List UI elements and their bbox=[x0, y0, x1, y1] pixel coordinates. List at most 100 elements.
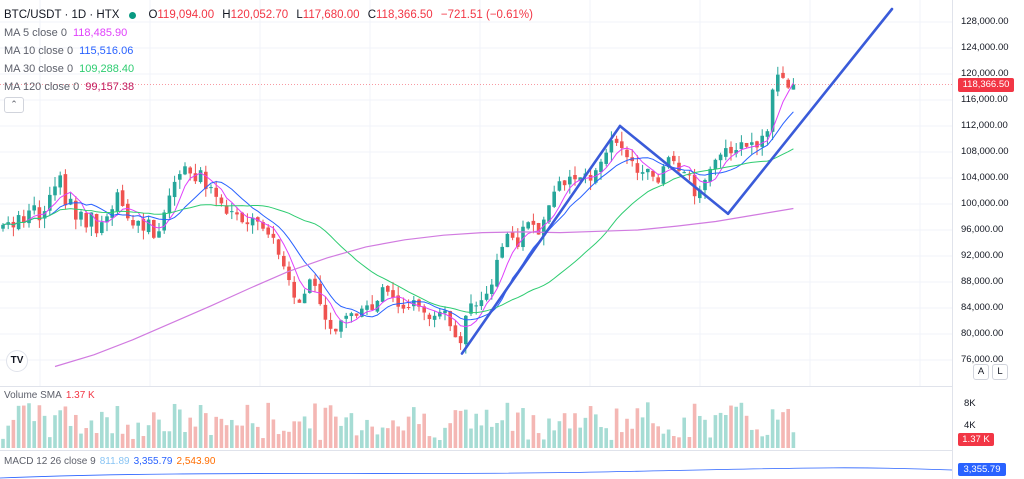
ma120-line bbox=[54, 207, 794, 368]
volume-bar bbox=[708, 437, 712, 448]
pane-separator[interactable] bbox=[0, 450, 952, 451]
volume-bar bbox=[100, 411, 104, 448]
volume-bar bbox=[328, 405, 333, 448]
volume-bar bbox=[609, 439, 614, 448]
volume-bar bbox=[458, 410, 463, 448]
candle-body bbox=[770, 89, 775, 132]
volume-bar bbox=[365, 419, 369, 448]
volume-bar bbox=[713, 415, 718, 448]
volume-bar bbox=[417, 424, 421, 448]
candle-body bbox=[209, 187, 213, 189]
volume-bar bbox=[105, 417, 109, 448]
indicator-ma30[interactable]: MA 30 close 0 109,288.40 bbox=[4, 60, 538, 78]
candle-body bbox=[510, 232, 515, 238]
volume-bar bbox=[219, 418, 224, 448]
candle-body bbox=[646, 168, 650, 173]
symbol-title[interactable]: BTC/USDT · 1D · HTX bbox=[4, 9, 120, 21]
volume-bar bbox=[380, 427, 385, 448]
volume-bar bbox=[479, 425, 484, 448]
candle-body bbox=[656, 177, 660, 183]
candle-body bbox=[370, 304, 374, 310]
volume-bar bbox=[334, 416, 338, 448]
volume-bar bbox=[640, 417, 645, 448]
collapse-legend-button[interactable]: ⌃ bbox=[4, 97, 24, 113]
candle-body bbox=[698, 189, 702, 199]
candle-body bbox=[781, 72, 785, 78]
candle-body bbox=[760, 135, 764, 147]
tradingview-logo[interactable]: TV bbox=[7, 351, 27, 371]
volume-bar bbox=[141, 436, 146, 448]
volume-bar bbox=[578, 427, 582, 448]
ma10-line bbox=[2, 111, 794, 321]
macd-signal-value: 2,543.90 bbox=[176, 456, 216, 467]
pane-separator[interactable] bbox=[0, 386, 952, 387]
candle-body bbox=[573, 175, 577, 180]
volume-bar bbox=[604, 428, 608, 448]
volume-bar bbox=[755, 429, 759, 448]
volume-bar bbox=[271, 419, 276, 448]
volume-bar bbox=[68, 425, 73, 448]
candle-body bbox=[115, 192, 120, 212]
candle-body bbox=[729, 146, 733, 154]
market-status-icon bbox=[129, 11, 137, 19]
candle-body bbox=[126, 203, 130, 219]
ma30-value: 109,288.40 bbox=[79, 63, 135, 75]
volume-legend[interactable]: Volume SMA 1.37 K bbox=[4, 390, 95, 401]
volume-bar bbox=[235, 425, 239, 448]
candle-body bbox=[786, 79, 790, 88]
candle-body bbox=[74, 200, 78, 220]
candle-body bbox=[261, 221, 265, 229]
candle-body bbox=[37, 207, 42, 221]
volume-bar bbox=[536, 433, 541, 448]
indicator-ma5[interactable]: MA 5 close 0 118,485.90 bbox=[4, 24, 538, 42]
candle-body bbox=[604, 152, 608, 164]
candle-body bbox=[297, 299, 302, 303]
volume-bar bbox=[614, 408, 619, 448]
price-tick: 104,000.00 bbox=[961, 172, 1009, 183]
candle-body bbox=[282, 255, 286, 267]
volume-bar bbox=[770, 409, 775, 448]
candle-body bbox=[63, 174, 68, 206]
volume-bar bbox=[172, 403, 177, 448]
price-axis[interactable]: 128,000.00 124,000.00 120,000.00 116,000… bbox=[952, 0, 1024, 479]
log-scale-button[interactable]: L bbox=[992, 364, 1008, 380]
volume-label: Volume SMA bbox=[4, 390, 62, 401]
volume-bar bbox=[718, 412, 723, 448]
indicator-ma120[interactable]: MA 120 close 0 99,157.38 bbox=[4, 78, 538, 96]
volume-bar bbox=[27, 403, 31, 448]
candle-body bbox=[458, 336, 463, 344]
volume-bar bbox=[308, 428, 312, 448]
candle-body bbox=[469, 303, 473, 314]
candle-body bbox=[198, 170, 203, 183]
volume-bar bbox=[698, 415, 702, 448]
candle-body bbox=[183, 166, 187, 175]
volume-bar bbox=[760, 436, 764, 448]
volume-bar bbox=[375, 434, 380, 448]
volume-bar bbox=[500, 420, 504, 448]
volume-bar bbox=[198, 405, 203, 448]
symbol-row[interactable]: BTC/USDT · 1D · HTX O119,094.00 H120,052… bbox=[4, 6, 538, 24]
volume-bar bbox=[505, 402, 510, 448]
volume-bar bbox=[323, 407, 328, 448]
candle-body bbox=[48, 194, 52, 211]
volume-bar bbox=[318, 439, 322, 448]
last-price-tag: 118,366.50 bbox=[958, 78, 1014, 92]
candle-body bbox=[100, 222, 104, 233]
volume-bar bbox=[562, 413, 567, 448]
volume-bar bbox=[490, 426, 494, 448]
candle-body bbox=[661, 166, 666, 184]
indicator-ma10[interactable]: MA 10 close 0 115,516.06 bbox=[4, 42, 538, 60]
candle-body bbox=[474, 305, 478, 307]
volume-bar bbox=[370, 426, 374, 448]
macd-legend[interactable]: MACD 12 26 close 9 811.89 3,355.79 2,543.90 bbox=[4, 456, 215, 467]
volume-bar bbox=[646, 402, 650, 448]
candle-body bbox=[266, 227, 270, 235]
candle-body bbox=[687, 174, 692, 176]
price-tick: 88,000.00 bbox=[961, 276, 1004, 287]
volume-bar bbox=[58, 410, 62, 448]
candle-body bbox=[531, 220, 536, 225]
auto-scale-button[interactable]: A bbox=[973, 364, 989, 380]
candle-body bbox=[188, 167, 192, 174]
